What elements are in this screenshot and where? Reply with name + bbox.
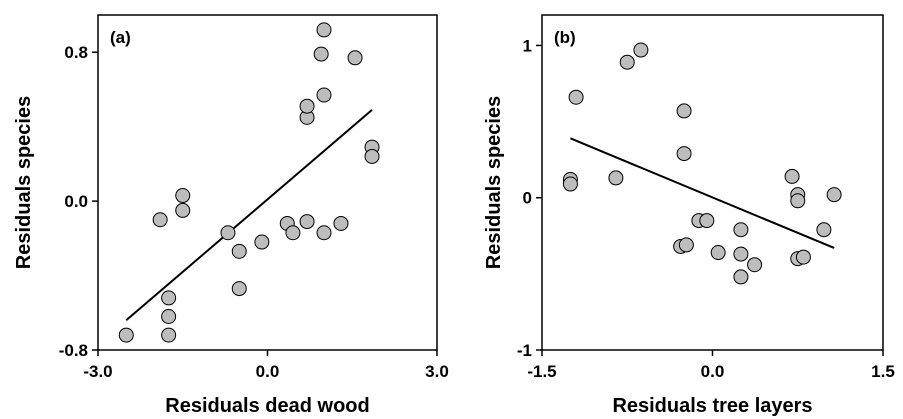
data-point [784, 168, 800, 184]
data-point [364, 148, 380, 164]
x-tick-label: -1.5 [527, 362, 556, 381]
data-point [816, 222, 832, 238]
data-point [220, 225, 236, 241]
y-tick-label: -1 [517, 341, 532, 360]
data-point [562, 176, 578, 192]
data-point [316, 87, 332, 103]
data-point [699, 213, 715, 229]
data-point [733, 222, 749, 238]
data-point [747, 257, 763, 273]
y-axis-label: Residuals species [483, 96, 505, 269]
data-point [299, 98, 315, 114]
x-tick-label: 0.0 [256, 362, 280, 381]
data-point [733, 269, 749, 285]
data-point [826, 187, 842, 203]
data-point [231, 281, 247, 297]
y-tick-label: 0 [523, 189, 532, 208]
data-point [608, 170, 624, 186]
data-point [175, 188, 191, 204]
data-point [175, 202, 191, 218]
y-tick-label: 0.0 [64, 192, 88, 211]
y-tick-label: -0.8 [59, 341, 88, 360]
data-point [285, 225, 301, 241]
data-point [733, 246, 749, 262]
data-point [333, 215, 349, 231]
data-point [118, 327, 134, 343]
data-point [161, 327, 177, 343]
panel-a: -0.8 0.0 0.8 -3.0 0.0 3.0 Residuals dead wood R… [13, 14, 449, 417]
data-point [710, 245, 726, 261]
y-tick-label: 1 [523, 36, 532, 55]
data-point [152, 212, 168, 228]
x-axis-label: Residuals dead wood [165, 395, 369, 417]
x-tick-label: 1.5 [871, 362, 895, 381]
y-tick-label: 0.8 [64, 43, 88, 62]
data-point [790, 193, 806, 209]
data-point [676, 103, 692, 119]
data-point [161, 290, 177, 306]
data-point [347, 50, 363, 66]
y-axis-label: Residuals species [13, 96, 35, 269]
plot-frame [541, 14, 884, 351]
data-point [316, 22, 332, 38]
x-tick-label: 3.0 [425, 362, 449, 381]
data-point [633, 42, 649, 58]
data-point [795, 249, 811, 265]
panel-label: (b) [554, 28, 576, 47]
data-point [313, 46, 329, 62]
data-point [231, 243, 247, 259]
regression-line [570, 137, 835, 249]
data-point [299, 214, 315, 230]
data-point [619, 54, 635, 70]
data-point [316, 225, 332, 241]
data-point [161, 309, 177, 324]
data-point [676, 146, 692, 162]
x-axis-label: Residuals tree layers [612, 395, 812, 417]
regression-line [125, 109, 373, 321]
x-tick-label: 0.0 [701, 362, 725, 381]
panel-label: (a) [110, 28, 131, 47]
x-tick-label: -3.0 [83, 362, 112, 381]
data-point [568, 89, 584, 105]
panel-b: -1 0 1 -1.5 0.0 1.5 Residuals tree layers Resid… [483, 14, 895, 417]
data-point [254, 234, 270, 250]
data-point [678, 237, 694, 253]
